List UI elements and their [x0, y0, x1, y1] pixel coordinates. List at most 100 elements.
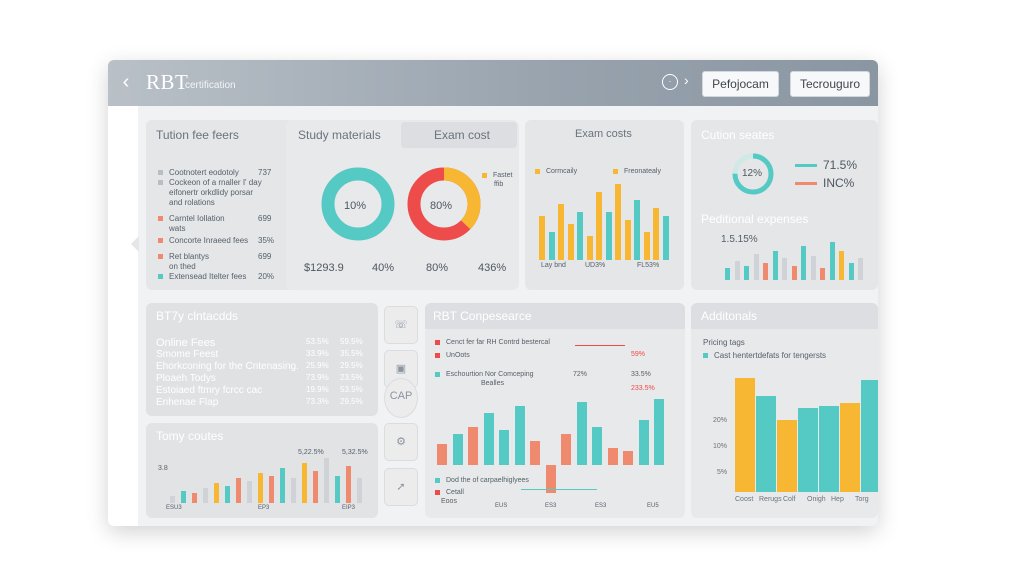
contacts-card: BT7y clntacdds Online Fees 53.5% 59.5% Smom… — [146, 303, 378, 416]
totaly-title: Tomy coutes — [156, 429, 224, 443]
phone-icon[interactable]: ☏ — [384, 306, 418, 344]
tuition-item-label: Extensead Itelter fees — [169, 272, 247, 281]
chart-bar — [280, 468, 285, 503]
back-arrow-icon[interactable]: ‹ — [122, 71, 130, 93]
tuition-item-label: on thed — [169, 262, 196, 271]
tuition-item: and rolations — [158, 198, 215, 207]
chart-bar — [437, 444, 447, 465]
exam-costs-legend-1: Cormcaily — [535, 168, 577, 175]
chart-bar — [539, 216, 545, 260]
exam-cost-tab-label: Exam cost — [434, 128, 491, 142]
compliance-card: RBT Conpesearce Cenct fer far RH Contrd … — [425, 303, 685, 518]
rocket-icon[interactable]: ➚ — [384, 468, 418, 506]
tuition-item-swatch — [158, 238, 163, 244]
additionals-x-label: Coost — [735, 496, 754, 503]
totaly-side-label: 3.8 — [158, 465, 168, 472]
tuition-item-label: Ret blantys — [169, 252, 210, 261]
study-footer-1: $1293.9 — [304, 262, 344, 274]
additionals-card: Additonals Pricing tags Cast hentertdefa… — [691, 303, 878, 518]
totaly-x-3: EIP3 — [342, 505, 356, 511]
cution-legend-2: INC% — [823, 176, 855, 190]
chart-bar — [810, 256, 816, 280]
chart-bar — [653, 208, 659, 260]
compliance-legend-1: Cenct fer far RH Contrd bestercal — [435, 339, 550, 346]
rail-pointer — [131, 236, 139, 252]
chart-bar — [499, 430, 509, 465]
contact-row-value-1: 73.3% — [306, 397, 329, 406]
chart-bar — [324, 458, 329, 503]
exam-costs-card: Exam costs Cormcaily Freonatealy Lay bnd… — [525, 120, 684, 290]
compliance-legend-1-value: 59% — [631, 351, 646, 358]
chart-bar — [596, 192, 602, 260]
contacts-title: BT7y clntacdds — [156, 309, 239, 323]
tuition-item-swatch — [158, 180, 163, 186]
contact-row-value-1: 25.9% — [306, 361, 329, 370]
chart-bar — [801, 246, 806, 280]
chart-bar — [468, 426, 478, 465]
chart-bar — [335, 475, 340, 503]
chart-bar — [203, 488, 208, 503]
tuition-item: eifonertr orkdlidy porsar — [158, 188, 253, 197]
additionals-y-3: 5% — [717, 469, 728, 476]
study-card: Study materials Exam cost 10% 80% Fastet… — [286, 120, 519, 290]
tab-exam-cost[interactable]: Exam cost — [401, 122, 517, 148]
chart-bar — [840, 403, 860, 492]
study-ring-arc — [321, 167, 395, 241]
tuition-item-label: wats — [169, 224, 186, 233]
chart-bar — [346, 465, 351, 503]
tuition-item-value: 699 — [258, 252, 272, 261]
additionals-x-label: Hep — [831, 496, 844, 503]
totaly-card: Tomy coutes 5,22.5% 5,32.5% 3.8 ESU3 EP3… — [146, 423, 378, 518]
header-button-1[interactable]: Pefojocam — [702, 71, 779, 97]
chart-bar — [192, 493, 197, 503]
exam-ring-yellow — [407, 167, 481, 241]
tuition-item-label: Cockeon of a rnaller I' day — [169, 178, 262, 187]
totaly-top-label-2: 5,32.5% — [342, 449, 368, 456]
info-circle-icon[interactable]: · — [662, 74, 678, 90]
tools-icon[interactable]: ⚙ — [384, 423, 418, 461]
cution-value: 1.5.15% — [721, 234, 758, 245]
compliance-x-1: EUS — [495, 503, 508, 509]
chevron-right-icon[interactable]: › — [684, 72, 689, 88]
cution-legend-1: 71.5% — [823, 158, 858, 172]
study-footer-2: 40% — [372, 262, 395, 274]
exam-costs-footer-1: Lay bnd — [541, 262, 566, 269]
contact-row-value-2: 53.5% — [340, 385, 363, 394]
study-legend-2: ffib — [494, 181, 504, 188]
chart-bar — [558, 204, 564, 260]
header-bar: ‹ RBT certification · › Pefojocam Tecrou… — [108, 60, 878, 106]
cution-legend-swatch-1 — [795, 164, 817, 167]
chart-bar — [772, 251, 778, 280]
app-title: RBT — [146, 70, 189, 94]
compliance-bottom-legend-2: Cetall — [435, 489, 464, 496]
tuition-item-value: 35% — [258, 236, 275, 245]
tuition-item-value: 699 — [258, 214, 272, 223]
compliance-bottom-legend-1: Dod the of carpaelhiglyees — [435, 477, 529, 484]
study-ring-chart — [321, 167, 395, 241]
tuition-item: Cootnotert eodotoly — [158, 168, 239, 177]
chart-bar — [247, 480, 252, 503]
contact-row-value-1: 53.5% — [306, 337, 329, 346]
chart-bar — [734, 260, 740, 280]
chart-bar — [530, 440, 540, 465]
tuition-item: Extensead Itelter fees — [158, 272, 246, 281]
chart-bar — [214, 483, 219, 503]
chart-bar — [848, 263, 854, 280]
contact-row-label: Ehorkconing for the Cntenasing. — [156, 361, 299, 372]
exam-ring-chart — [407, 167, 481, 241]
chart-bar — [643, 232, 650, 260]
chart-bar — [839, 251, 844, 280]
cution-title: Cution seates — [701, 128, 775, 142]
compliance-bottom-line — [521, 489, 597, 490]
chart-bar — [624, 220, 631, 260]
contact-row-value-2: 59.5% — [340, 337, 363, 346]
header-button-2[interactable]: Tecrouguro — [790, 71, 870, 97]
chart-bar — [567, 224, 574, 260]
exam-costs-footer-2: UD3% — [585, 262, 606, 269]
chart-bar — [605, 212, 612, 260]
car-icon[interactable]: CAP — [384, 378, 418, 418]
compliance-legend-3-value: 72% — [573, 371, 588, 378]
tuition-item-swatch — [158, 254, 163, 260]
contact-row-label: Ploaeh Todys — [156, 373, 216, 384]
study-title: Study materials — [298, 128, 381, 142]
